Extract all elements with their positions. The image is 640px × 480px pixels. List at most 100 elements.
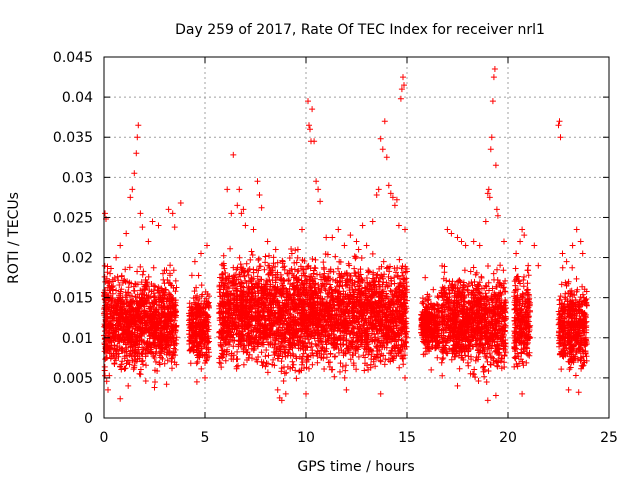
data-point bbox=[134, 327, 141, 334]
data-point bbox=[192, 306, 199, 313]
data-point bbox=[168, 355, 175, 362]
data-point bbox=[197, 351, 204, 358]
data-point bbox=[173, 334, 180, 341]
data-point bbox=[164, 357, 171, 364]
data-point bbox=[109, 353, 115, 360]
data-point bbox=[266, 252, 272, 259]
data-point bbox=[112, 336, 119, 343]
data-point bbox=[162, 309, 168, 316]
data-point bbox=[109, 321, 115, 328]
data-point bbox=[171, 335, 177, 342]
data-point bbox=[126, 264, 133, 271]
data-point bbox=[168, 316, 174, 323]
data-point bbox=[148, 318, 154, 325]
data-point bbox=[191, 288, 198, 295]
data-point bbox=[142, 353, 149, 360]
data-points bbox=[101, 66, 590, 404]
data-point bbox=[152, 379, 158, 385]
data-point bbox=[111, 361, 118, 367]
data-point bbox=[110, 304, 117, 311]
data-point bbox=[172, 314, 179, 321]
data-point bbox=[194, 333, 201, 340]
data-point bbox=[134, 353, 141, 360]
data-point bbox=[203, 324, 210, 331]
data-point bbox=[161, 360, 168, 367]
data-point bbox=[119, 310, 126, 317]
data-point bbox=[186, 327, 193, 334]
data-point bbox=[157, 344, 164, 351]
data-point bbox=[204, 333, 211, 340]
data-point bbox=[139, 357, 146, 364]
data-point bbox=[116, 282, 123, 288]
data-point bbox=[157, 330, 164, 337]
data-point bbox=[205, 346, 212, 353]
data-point bbox=[163, 318, 170, 325]
data-point bbox=[156, 327, 162, 334]
data-point bbox=[167, 262, 174, 269]
data-point bbox=[195, 300, 202, 307]
data-point bbox=[121, 337, 128, 344]
data-point bbox=[104, 269, 111, 276]
data-point bbox=[381, 361, 388, 368]
data-point bbox=[187, 338, 194, 345]
data-point bbox=[203, 312, 210, 319]
data-point bbox=[162, 286, 169, 293]
data-point bbox=[151, 293, 158, 299]
data-point bbox=[265, 352, 272, 359]
data-point bbox=[110, 330, 117, 337]
data-point bbox=[191, 335, 197, 342]
data-point bbox=[128, 280, 135, 287]
data-point bbox=[160, 270, 166, 277]
data-point bbox=[283, 369, 290, 376]
data-point bbox=[198, 365, 205, 372]
data-point bbox=[193, 360, 200, 367]
data-point bbox=[156, 359, 163, 366]
data-point bbox=[159, 292, 166, 299]
data-point bbox=[158, 304, 165, 311]
data-point bbox=[168, 305, 175, 312]
data-point bbox=[198, 330, 205, 337]
data-point bbox=[248, 248, 255, 255]
data-point bbox=[255, 255, 262, 262]
data-point bbox=[186, 300, 193, 307]
data-point bbox=[139, 300, 146, 307]
data-point bbox=[189, 310, 196, 317]
data-point bbox=[127, 321, 134, 328]
data-point bbox=[143, 297, 150, 304]
data-point bbox=[145, 273, 152, 280]
data-point bbox=[112, 301, 119, 307]
data-point bbox=[122, 294, 129, 301]
data-point bbox=[108, 346, 115, 353]
data-point bbox=[113, 357, 119, 364]
data-point bbox=[197, 304, 204, 311]
data-point bbox=[148, 330, 155, 337]
data-point bbox=[188, 346, 195, 352]
data-point bbox=[152, 358, 159, 365]
data-point bbox=[104, 263, 111, 270]
data-point bbox=[137, 313, 144, 320]
data-point bbox=[187, 360, 194, 367]
data-point bbox=[120, 277, 127, 284]
data-point bbox=[165, 304, 172, 311]
data-point bbox=[144, 283, 151, 290]
data-point bbox=[114, 311, 120, 318]
data-point bbox=[249, 252, 256, 258]
data-point bbox=[118, 347, 125, 354]
data-point bbox=[117, 363, 123, 370]
data-point bbox=[141, 317, 148, 324]
data-point bbox=[142, 277, 149, 283]
data-point bbox=[169, 352, 176, 359]
data-point bbox=[202, 288, 209, 295]
data-point bbox=[150, 264, 157, 271]
data-point bbox=[113, 351, 120, 358]
data-point bbox=[130, 312, 137, 319]
data-point bbox=[103, 310, 110, 317]
data-point bbox=[167, 315, 174, 322]
data-point bbox=[108, 337, 115, 344]
data-point bbox=[382, 356, 389, 363]
data-point bbox=[227, 245, 234, 252]
data-point bbox=[155, 289, 162, 296]
data-point bbox=[277, 271, 284, 278]
